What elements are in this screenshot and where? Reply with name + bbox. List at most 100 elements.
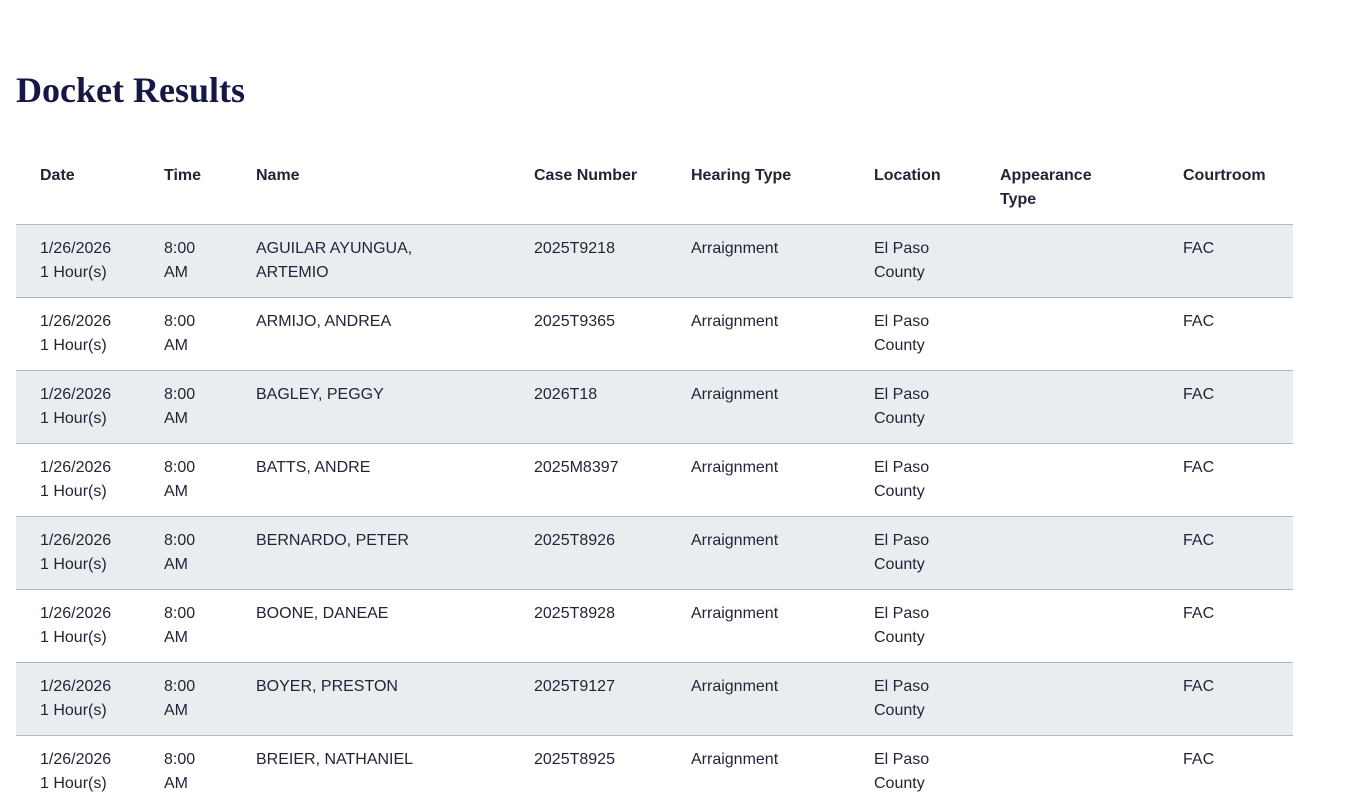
column-header-hearing-type-label: Hearing Type [691,164,850,188]
column-header-location: Location [862,152,988,225]
name-value: BREIER, NATHANIEL [256,748,488,772]
column-header-courtroom: Courtroom [1171,152,1293,225]
table-row: 1/26/2026 1 Hour(s) 8:00 AM BOONE, DANEA… [16,590,1293,663]
hearing-type-value: Arraignment [691,237,850,261]
time-value: 8:00 AM [164,310,206,358]
cell-date: 1/26/2026 1 Hour(s) [16,663,152,736]
table-row: 1/26/2026 1 Hour(s) 8:00 AM BOYER, PREST… [16,663,1293,736]
cell-appearance-type [988,736,1171,808]
cell-time: 8:00 AM [152,590,244,663]
cell-courtroom: FAC [1171,590,1293,663]
courtroom-value: FAC [1183,237,1281,261]
cell-name: AGUILAR AYUNGUA, ARTEMIO [244,225,522,298]
cell-appearance-type [988,371,1171,444]
cell-location: El Paso County [862,517,988,590]
date-value: 1/26/2026 [40,237,140,261]
name-value: BOONE, DANEAE [256,602,488,626]
column-header-appearance-type: Appearance Type [988,152,1171,225]
location-value: El Paso County [874,237,954,285]
cell-appearance-type [988,225,1171,298]
cell-name: BREIER, NATHANIEL [244,736,522,808]
cell-case-number: 2025M8397 [522,444,679,517]
hearing-type-value: Arraignment [691,529,850,553]
hearing-type-value: Arraignment [691,310,850,334]
time-value: 8:00 AM [164,383,206,431]
column-header-hearing-type: Hearing Type [679,152,862,225]
table-row: 1/26/2026 1 Hour(s) 8:00 AM BATTS, ANDRE… [16,444,1293,517]
table-row: 1/26/2026 1 Hour(s) 8:00 AM BERNARDO, PE… [16,517,1293,590]
cell-name: BOYER, PRESTON [244,663,522,736]
duration-value: 1 Hour(s) [40,334,140,358]
cell-time: 8:00 AM [152,444,244,517]
cell-hearing-type: Arraignment [679,736,862,808]
courtroom-value: FAC [1183,456,1281,480]
location-value: El Paso County [874,456,954,504]
date-value: 1/26/2026 [40,602,140,626]
cell-location: El Paso County [862,225,988,298]
cell-hearing-type: Arraignment [679,444,862,517]
case-number-value: 2025T9218 [534,237,667,261]
cell-name: BAGLEY, PEGGY [244,371,522,444]
cell-appearance-type [988,663,1171,736]
cell-name: BOONE, DANEAE [244,590,522,663]
location-value: El Paso County [874,383,954,431]
column-header-time-label: Time [164,164,232,188]
case-number-value: 2025T8928 [534,602,667,626]
duration-value: 1 Hour(s) [40,480,140,504]
duration-value: 1 Hour(s) [40,626,140,650]
column-header-name: Name [244,152,522,225]
case-number-value: 2025M8397 [534,456,667,480]
time-value: 8:00 AM [164,237,206,285]
column-header-case-number: Case Number [522,152,679,225]
cell-time: 8:00 AM [152,517,244,590]
duration-value: 1 Hour(s) [40,407,140,431]
duration-value: 1 Hour(s) [40,772,140,796]
column-header-name-label: Name [256,164,510,188]
courtroom-value: FAC [1183,383,1281,407]
location-value: El Paso County [874,310,954,358]
cell-case-number: 2025T9218 [522,225,679,298]
duration-value: 1 Hour(s) [40,699,140,723]
location-value: El Paso County [874,748,954,796]
cell-location: El Paso County [862,663,988,736]
cell-time: 8:00 AM [152,736,244,808]
cell-case-number: 2025T8926 [522,517,679,590]
courtroom-value: FAC [1183,310,1281,334]
date-value: 1/26/2026 [40,529,140,553]
cell-case-number: 2025T9127 [522,663,679,736]
cell-location: El Paso County [862,736,988,808]
name-value: BOYER, PRESTON [256,675,488,699]
cell-hearing-type: Arraignment [679,590,862,663]
cell-appearance-type [988,444,1171,517]
cell-hearing-type: Arraignment [679,298,862,371]
table-row: 1/26/2026 1 Hour(s) 8:00 AM ARMIJO, ANDR… [16,298,1293,371]
courtroom-value: FAC [1183,529,1281,553]
cell-location: El Paso County [862,444,988,517]
table-row: 1/26/2026 1 Hour(s) 8:00 AM BAGLEY, PEGG… [16,371,1293,444]
cell-hearing-type: Arraignment [679,663,862,736]
location-value: El Paso County [874,529,954,577]
hearing-type-value: Arraignment [691,383,850,407]
cell-date: 1/26/2026 1 Hour(s) [16,371,152,444]
cell-courtroom: FAC [1171,298,1293,371]
column-header-date-label: Date [40,164,140,188]
cell-courtroom: FAC [1171,736,1293,808]
location-value: El Paso County [874,602,954,650]
name-value: BAGLEY, PEGGY [256,383,488,407]
case-number-value: 2026T18 [534,383,667,407]
date-value: 1/26/2026 [40,456,140,480]
cell-hearing-type: Arraignment [679,371,862,444]
hearing-type-value: Arraignment [691,748,850,772]
date-value: 1/26/2026 [40,675,140,699]
page-title: Docket Results [16,72,1366,108]
column-header-time: Time [152,152,244,225]
cell-appearance-type [988,298,1171,371]
time-value: 8:00 AM [164,456,206,504]
cell-date: 1/26/2026 1 Hour(s) [16,225,152,298]
header-row: Date Time Name Case Number Hearing Type … [16,152,1293,225]
duration-value: 1 Hour(s) [40,553,140,577]
cell-case-number: 2025T8925 [522,736,679,808]
case-number-value: 2025T9365 [534,310,667,334]
name-value: BERNARDO, PETER [256,529,488,553]
time-value: 8:00 AM [164,602,206,650]
